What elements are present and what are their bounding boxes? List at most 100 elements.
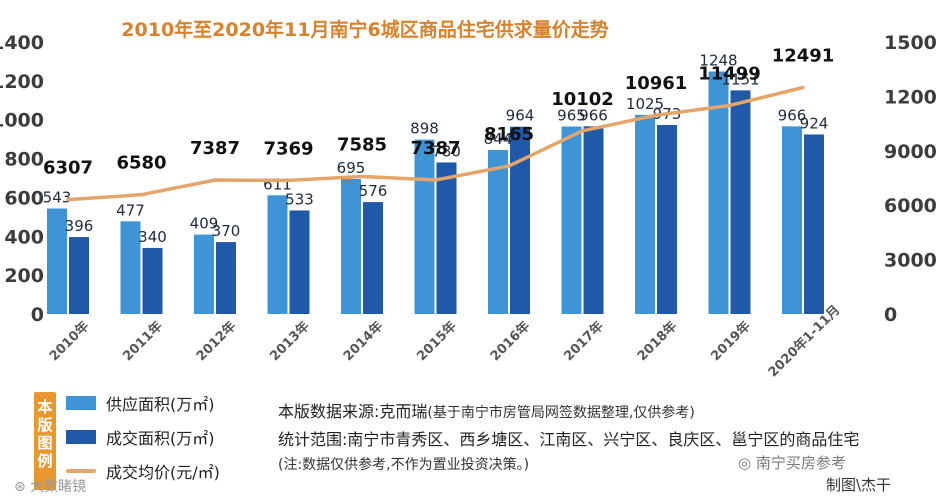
category-label: 2015年 (414, 318, 460, 364)
legend-tag: 本版图例 (34, 392, 56, 490)
legend-item-deal: 成交面积(万㎡) (66, 426, 215, 448)
legend-item-supply: 供应面积(万㎡) (66, 392, 215, 414)
supply-value-label: 966 (778, 106, 807, 124)
right-tick-label: 3000 (884, 250, 937, 272)
deal-bar (69, 237, 89, 314)
supply-swatch (66, 396, 96, 410)
supply-bar (708, 71, 729, 314)
right-axis: 0 3000 6000 9000 12000 15000 (884, 32, 937, 326)
price-value-label: 11499 (698, 63, 761, 84)
watermark-left: ⊛ 大数睹镜 (14, 476, 86, 496)
legend-item-price: 成交均价(元/㎡) (66, 460, 220, 482)
price-value-label: 7585 (337, 134, 387, 155)
supply-bar (414, 139, 435, 314)
deal-bar (436, 162, 457, 314)
price-value-label: 12491 (772, 45, 835, 66)
left-tick-label: 1000 (0, 110, 44, 132)
supply-bar (194, 234, 214, 314)
right-tick-label: 0 (884, 304, 897, 326)
source-label: 本版数据来源:克而瑞 (278, 402, 428, 421)
price-value-label: 8165 (484, 124, 534, 145)
category-label: 2013年 (267, 318, 313, 364)
supply-bar (488, 150, 508, 314)
deal-value-label: 576 (359, 182, 388, 200)
price-value-label: 7387 (410, 138, 460, 159)
deal-value-label: 966 (579, 106, 608, 124)
left-tick-label: 400 (4, 226, 44, 248)
supply-value-label: 477 (116, 201, 145, 219)
category-label: 2012年 (193, 318, 239, 364)
left-tick-label: 800 (4, 149, 44, 171)
source-note: (基于南宁市房管局网签数据整理,仅供参考) (427, 405, 695, 421)
supply-bar (341, 178, 361, 314)
bar-series: 5433964773404093706115336955768987808449… (43, 52, 829, 315)
category-label: 2010年 (46, 318, 92, 364)
deal-bar (363, 202, 383, 314)
chart-title: 2010年至2020年11月南宁6城区商品住宅供求量价走势 (121, 18, 608, 41)
legend-label-price: 成交均价(元/㎡) (106, 463, 220, 482)
price-swatch (66, 469, 96, 473)
deal-bar (142, 247, 163, 314)
deal-value-label: 340 (138, 228, 167, 246)
deal-value-label: 780 (432, 142, 461, 160)
supply-value-label: 1248 (699, 52, 737, 70)
right-tick-label: 12000 (884, 86, 937, 108)
category-label: 2011年 (120, 318, 166, 364)
supply-bar (120, 221, 141, 314)
category-label: 2018年 (634, 318, 680, 364)
legend: 本版图例 供应面积(万㎡) 成交面积(万㎡) 成交均价(元/㎡) 本版数据来源:… (30, 384, 930, 498)
scope-line: 统计范围:南宁市青秀区、西乡塘区、江南区、兴宁区、良庆区、邕宁区的商品住宅 (278, 430, 860, 449)
supply-value-label: 409 (190, 215, 219, 233)
deal-bar (583, 126, 604, 314)
deal-bar (216, 242, 236, 314)
chart-canvas: 2010年至2020年11月南宁6城区商品住宅供求量价走势 0 200 400 600… (0, 18, 937, 380)
deal-bar (510, 126, 530, 314)
price-value-label: 10102 (551, 89, 614, 110)
deal-bar (730, 90, 751, 315)
category-label: 2016年 (487, 318, 533, 364)
price-value-label: 7387 (190, 138, 240, 159)
supply-value-label: 543 (43, 189, 72, 207)
watermark-right: ◎ 南宁买房参考 (738, 452, 846, 473)
supply-value-label: 965 (557, 107, 586, 125)
note-line: (注:数据仅供参考,不作为置业投资决策。) (278, 454, 529, 474)
note-text: (注:数据仅供参考,不作为置业投资决策。) (278, 457, 530, 473)
supply-value-label: 1025 (626, 95, 664, 113)
left-tick-label: 1400 (0, 32, 44, 54)
category-label: 2019年 (708, 318, 754, 364)
right-tick-label: 9000 (884, 141, 937, 163)
watermark-left-text: 大数睹镜 (30, 479, 87, 495)
watermark-right-text: 南宁买房参考 (755, 454, 846, 472)
left-tick-label: 1200 (0, 71, 44, 93)
supply-bar (782, 126, 802, 314)
supply-value-label: 844 (484, 130, 513, 148)
credit: 制图\杰干 (826, 476, 892, 494)
watermark-icon: ⊛ (14, 479, 31, 495)
price-value-label: 10961 (625, 73, 688, 94)
deal-value-label: 1151 (721, 70, 759, 88)
deal-bar (804, 134, 824, 314)
supply-bar (561, 126, 582, 314)
price-value-label: 7369 (263, 138, 313, 159)
deal-value-label: 396 (65, 217, 94, 235)
left-tick-label: 200 (4, 265, 44, 287)
left-axis: 0 200 400 600 800 1000 1200 1400 (0, 32, 44, 326)
legend-label-deal: 成交面积(万㎡) (106, 429, 215, 448)
price-value-label: 6307 (43, 158, 93, 179)
supply-bar (267, 195, 288, 314)
supply-value-label: 898 (410, 120, 439, 138)
left-tick-label: 0 (31, 304, 44, 326)
supply-value-label: 695 (337, 159, 366, 177)
deal-value-label: 964 (506, 107, 535, 125)
right-tick-label: 15000 (884, 32, 937, 54)
deal-value-label: 924 (800, 114, 829, 132)
legend-label-supply: 供应面积(万㎡) (106, 395, 215, 414)
category-label: 2014年 (340, 318, 386, 364)
deal-value-label: 533 (285, 190, 314, 208)
deal-bar (289, 210, 310, 314)
category-label: 2017年 (561, 318, 607, 364)
price-line-series: 6307 6580 7387 7369 7585 7387 8165 10102 10961 11… (43, 45, 835, 202)
right-tick-label: 6000 (884, 195, 937, 217)
price-line (66, 85, 805, 202)
